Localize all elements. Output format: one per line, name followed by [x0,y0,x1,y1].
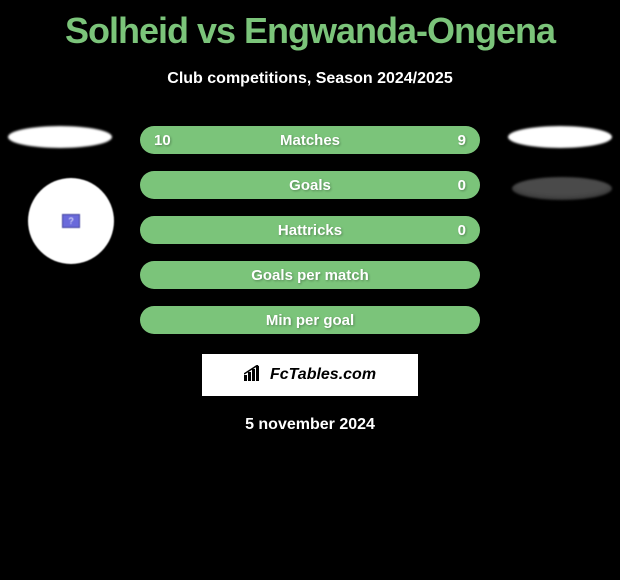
stat-row-goals-per-match: Goals per match [140,261,480,289]
logo-label: FcTables.com [270,366,376,384]
comparison-title: Solheid vs Engwanda-Ongena [0,0,620,52]
stat-row-hattricks: Hattricks 0 [140,216,480,244]
chart-icon [244,365,266,386]
stat-row-goals: Goals 0 [140,171,480,199]
decorative-ellipse-right-2 [512,177,612,200]
stat-value-right: 9 [436,132,466,149]
decorative-ellipse-right-1 [508,126,612,148]
stat-label: Hattricks [278,222,342,239]
date-text: 5 november 2024 [0,416,620,434]
decorative-ellipse-left [8,126,112,148]
stat-label: Goals [289,177,331,194]
stat-label: Goals per match [251,267,369,284]
season-subtitle: Club competitions, Season 2024/2025 [0,70,620,88]
question-mark-icon: ? [62,214,80,228]
stat-row-matches: 10 Matches 9 [140,126,480,154]
stat-row-min-per-goal: Min per goal [140,306,480,334]
stat-value-right: 0 [436,177,466,194]
stat-value-left: 10 [154,132,184,149]
stat-label: Matches [280,132,340,149]
logo-box: FcTables.com [202,354,418,396]
decorative-circle-left: ? [28,178,114,264]
logo-text: FcTables.com [244,365,376,386]
stat-label: Min per goal [266,312,354,329]
stat-value-right: 0 [436,222,466,239]
